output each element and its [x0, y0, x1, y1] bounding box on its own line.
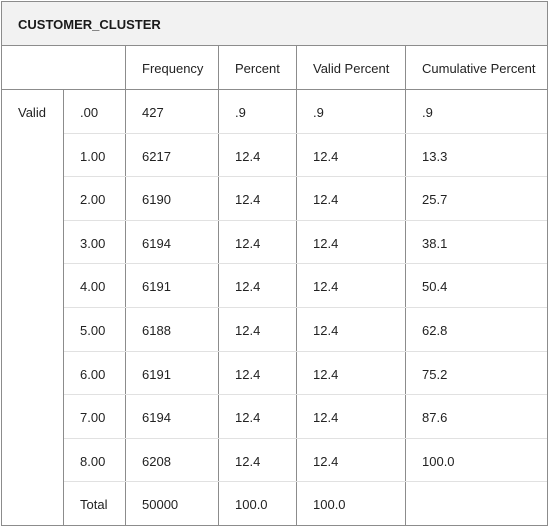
row-divider	[64, 263, 547, 264]
row-label: 7.00	[80, 410, 106, 426]
table-cell-percent: 12.4	[235, 366, 261, 382]
row-label: 3.00	[80, 235, 106, 251]
table-cell-frequency: 6190	[142, 192, 171, 208]
group-label-valid: Valid	[18, 105, 46, 120]
column-header-cumulative-percent: Cumulative Percent	[422, 61, 536, 76]
row-label: 4.00	[80, 279, 106, 295]
table-cell-cumulative-percent: 13.3	[422, 148, 448, 164]
table-cell-cumulative-percent: 25.7	[422, 192, 448, 208]
table-cell-valid-percent: .9	[313, 105, 324, 120]
table-cell-valid-percent: 12.4	[313, 279, 339, 295]
table-cell-frequency: 50000	[142, 497, 179, 513]
table-cell-frequency: 6194	[142, 410, 171, 426]
table-cell-cumulative-percent: 100.0	[422, 453, 455, 469]
row-label: 1.00	[80, 148, 106, 164]
table-cell-valid-percent: 12.4	[313, 453, 339, 469]
column-header-valid-percent: Valid Percent	[313, 61, 390, 76]
table-cell-frequency: 6208	[142, 453, 171, 469]
table-cell-frequency: 427	[142, 105, 164, 120]
table-cell-valid-percent: 12.4	[313, 366, 339, 382]
table-cell-percent: 12.4	[235, 148, 261, 164]
table-cell-percent: 12.4	[235, 235, 261, 251]
row-divider	[64, 176, 547, 177]
header-divider	[2, 89, 547, 90]
table-cell-percent: 12.4	[235, 453, 261, 469]
table-cell-percent: 12.4	[235, 323, 261, 338]
row-divider	[64, 133, 547, 134]
table-cell-valid-percent: 12.4	[313, 192, 339, 208]
percent-column-divider	[218, 45, 219, 525]
table-cell-valid-percent: 12.4	[313, 410, 339, 426]
table-cell-cumulative-percent: 38.1	[422, 235, 448, 251]
table-cell-cumulative-percent: 87.6	[422, 410, 448, 426]
table-cell-valid-percent: 12.4	[313, 323, 339, 338]
table-cell-percent: .9	[235, 105, 246, 120]
table-cell-frequency: 6191	[142, 279, 171, 295]
table-cell-frequency: 6194	[142, 235, 171, 251]
cumulative-column-divider	[405, 45, 406, 525]
row-label: 2.00	[80, 192, 106, 208]
table-cell-frequency: 6188	[142, 323, 171, 338]
row-divider	[64, 394, 547, 395]
row-divider	[64, 481, 547, 482]
table-cell-percent: 12.4	[235, 192, 261, 208]
table-cell-valid-percent: 12.4	[313, 235, 339, 251]
column-header-frequency: Frequency	[142, 61, 204, 76]
valid-percent-column-divider	[296, 45, 297, 525]
row-label: .00	[80, 105, 99, 120]
row-divider	[64, 438, 547, 439]
row-divider	[64, 307, 547, 308]
row-label-divider	[63, 89, 64, 525]
row-label: Total	[80, 497, 108, 513]
table-cell-percent: 12.4	[235, 279, 261, 295]
frequency-column-divider	[125, 45, 126, 525]
table-cell-percent: 12.4	[235, 410, 261, 426]
row-divider	[64, 351, 547, 352]
table-cell-frequency: 6191	[142, 366, 171, 382]
table-cell-percent: 100.0	[235, 497, 268, 513]
table-title-bar: CUSTOMER_CLUSTER	[2, 2, 547, 46]
table-cell-cumulative-percent: .9	[422, 105, 433, 120]
row-label: 5.00	[80, 323, 106, 338]
row-divider	[64, 220, 547, 221]
table-cell-valid-percent: 12.4	[313, 148, 339, 164]
table-cell-cumulative-percent: 75.2	[422, 366, 448, 382]
table-cell-cumulative-percent: 62.8	[422, 323, 448, 338]
row-label: 6.00	[80, 366, 106, 382]
table-cell-cumulative-percent: 50.4	[422, 279, 448, 295]
row-label: 8.00	[80, 453, 106, 469]
column-header-percent: Percent	[235, 61, 280, 76]
table-title: CUSTOMER_CLUSTER	[18, 17, 161, 32]
table-cell-valid-percent: 100.0	[313, 497, 346, 513]
table-cell-frequency: 6217	[142, 148, 171, 164]
